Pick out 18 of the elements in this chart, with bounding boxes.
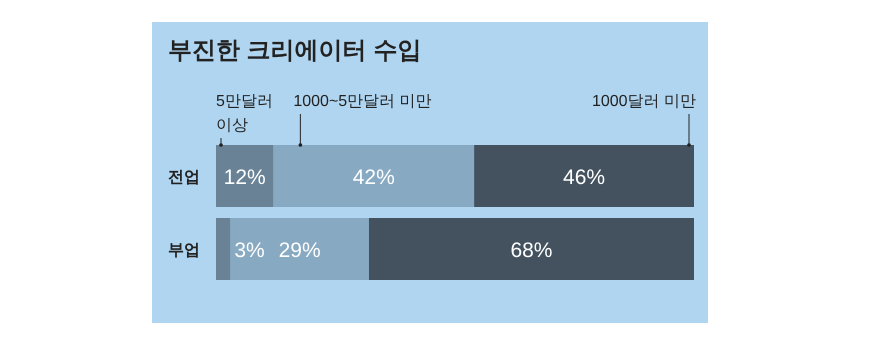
data-label: 68% <box>510 239 552 262</box>
y-tick-label: 전업 <box>168 169 200 186</box>
bar <box>230 218 369 280</box>
data-label: 12% <box>224 166 266 189</box>
bar <box>368 218 694 280</box>
text: 1000~5만달러 미만 <box>293 93 432 110</box>
bar <box>216 145 274 207</box>
series-label: 5만달러 이상 <box>216 93 273 134</box>
data-label: 3% <box>234 239 265 262</box>
bar <box>273 145 474 207</box>
bar <box>474 145 694 207</box>
chart-title: 부진한 크리에이터 수입 <box>168 37 422 64</box>
y-tick-label: 부업 <box>168 242 200 259</box>
data-label: 46% <box>563 166 606 189</box>
text: 1000달러 미만 <box>592 93 696 110</box>
data-label: 29% <box>278 239 321 262</box>
data-label: 42% <box>352 166 395 189</box>
bar <box>216 218 230 280</box>
